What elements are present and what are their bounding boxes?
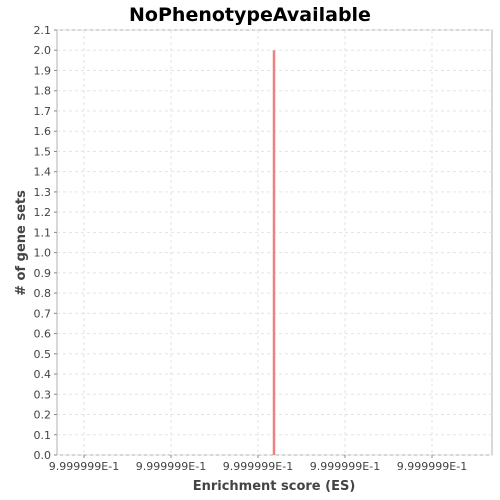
x-axis-ticks: 9.999999E-1 9.999999E-1 9.999999E-1 9.99999… <box>49 455 467 473</box>
x-tick-label: 9.999999E-1 <box>136 460 206 473</box>
y-tick-label: 1.5 <box>34 145 52 158</box>
y-tick-label: 0.9 <box>34 267 52 280</box>
x-tick-label: 9.999999E-1 <box>223 460 293 473</box>
y-tick-label: 2.0 <box>34 44 52 57</box>
x-axis-label: Enrichment score (ES) <box>193 479 356 494</box>
chart-title: NoPhenotypeAvailable <box>129 4 371 26</box>
y-tick-label: 0.3 <box>34 388 52 401</box>
y-tick-label: 1.3 <box>34 186 52 199</box>
y-tick-label: 2.1 <box>34 24 52 37</box>
y-tick-label: 1.8 <box>34 85 52 98</box>
y-tick-label: 0.4 <box>34 368 52 381</box>
x-tick-label: 9.999999E-1 <box>310 460 380 473</box>
y-tick-label: 1.2 <box>34 206 52 219</box>
y-tick-label: 1.1 <box>34 226 52 239</box>
y-tick-label: 1.0 <box>34 247 52 260</box>
y-tick-label: 1.9 <box>34 64 52 77</box>
y-axis-ticks: 0.0 0.1 0.2 0.3 0.4 0.5 0.6 0.7 0.8 0.9 1.0 1.1 1.2 1… <box>34 24 57 462</box>
y-axis-label: # of gene sets <box>14 190 29 296</box>
y-tick-label: 1.6 <box>34 125 52 138</box>
y-tick-label: 0.8 <box>34 287 52 300</box>
x-tick-label: 9.999999E-1 <box>397 460 467 473</box>
y-tick-label: 0.5 <box>34 348 52 361</box>
y-tick-label: 0.2 <box>34 409 52 422</box>
x-tick-label: 9.999999E-1 <box>49 460 119 473</box>
y-tick-label: 1.7 <box>34 105 52 118</box>
y-tick-label: 1.4 <box>34 166 52 179</box>
y-tick-label: 0.6 <box>34 328 52 341</box>
y-tick-label: 0.7 <box>34 307 52 320</box>
y-tick-label: 0.1 <box>34 429 52 442</box>
y-tick-label: 0.0 <box>34 449 52 462</box>
